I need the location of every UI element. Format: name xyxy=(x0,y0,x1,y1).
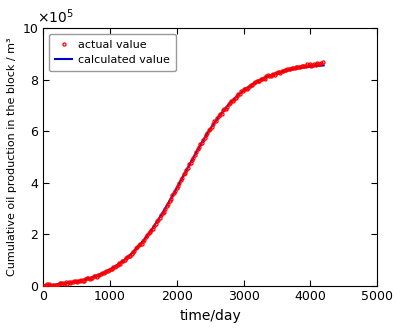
actual value xyxy=(93,274,98,278)
Text: $\times 10^5$: $\times 10^5$ xyxy=(36,7,74,25)
calculated value xyxy=(41,284,46,288)
actual value xyxy=(52,284,57,288)
actual value xyxy=(58,281,62,285)
calculated value xyxy=(282,69,287,73)
Line: calculated value: calculated value xyxy=(43,65,324,286)
actual value xyxy=(296,65,301,69)
calculated value xyxy=(211,122,216,126)
X-axis label: time/day: time/day xyxy=(179,309,241,323)
Line: actual value: actual value xyxy=(42,60,324,288)
actual value xyxy=(306,63,311,67)
calculated value xyxy=(321,63,326,67)
calculated value xyxy=(254,80,258,84)
calculated value xyxy=(204,134,208,138)
actual value xyxy=(320,60,325,64)
Y-axis label: Cumulative oil production in the block / m³: Cumulative oil production in the block /… xyxy=(7,38,17,276)
actual value xyxy=(41,284,46,288)
Legend: actual value, calculated value: actual value, calculated value xyxy=(49,34,176,71)
calculated value xyxy=(58,282,63,286)
calculated value xyxy=(220,111,224,115)
actual value xyxy=(115,263,120,267)
